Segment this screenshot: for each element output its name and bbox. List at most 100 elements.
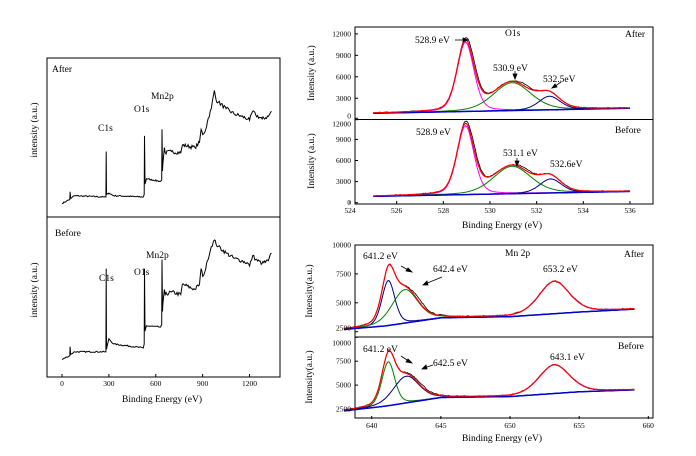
ytick-label: 10000 <box>332 338 351 347</box>
ytick-label: 12000 <box>332 119 351 128</box>
survey-after-mn2p: Mn2p <box>151 92 174 102</box>
survey-ylabel-before: intensity (a.u.) <box>29 262 40 317</box>
survey-spectrum-before <box>61 239 272 361</box>
arrowhead-icon <box>462 37 470 43</box>
ytick-label: 9000 <box>336 51 351 60</box>
ytick-label: 3000 <box>336 177 351 186</box>
xtick-label: 640 <box>366 421 378 430</box>
raw-spectrum-before <box>343 349 635 411</box>
fit-component-1 <box>343 361 635 411</box>
fit-component-1 <box>343 280 635 330</box>
arrowhead-icon <box>421 364 428 370</box>
o1s-before-peak1-label: 528.9 eV <box>416 128 451 138</box>
xtick-label: 660 <box>643 421 655 430</box>
o1s-ylabel-after: Intensity (a.u.) <box>306 45 317 101</box>
survey-chart: After C1s O1s Mn2p Before C1s O1s Mn2p 0… <box>29 57 281 405</box>
o1s-after-peak3-label: 532.5eV <box>543 75 576 85</box>
mn2p-after-label: After <box>624 249 645 260</box>
o1s-after-peak2-label: 530.9 eV <box>493 64 528 74</box>
ytick-label: 5000 <box>336 298 351 307</box>
o1s-xlabel: Binding Energy (eV) <box>462 220 542 231</box>
fit-envelope <box>343 264 635 329</box>
ytick-label: 7500 <box>336 269 351 278</box>
fit-envelope <box>343 350 635 411</box>
xtick-label: 650 <box>504 421 516 430</box>
survey-after-o1s: O1s <box>134 105 150 115</box>
xtick-label: 530 <box>484 206 496 215</box>
survey-after-c1s: C1s <box>98 124 113 134</box>
o1s-after-peak1-label: 528.9 eV <box>415 36 450 46</box>
mn2p-chart: 2500 5000 7500 10000 2500 5000 7500 10000 640 645… <box>304 241 654 445</box>
o1s-before-peak2-label: 531.1 eV <box>503 149 538 159</box>
ytick-label: 12000 <box>332 29 351 38</box>
survey-xtick-label: 1200 <box>242 379 257 388</box>
survey-before-label: Before <box>55 228 81 239</box>
mn2p-before-peak1-label: 641.2 eV <box>363 345 398 355</box>
mn2p-after-peak1-label: 641.2 eV <box>363 252 398 262</box>
o1s-after-label: After <box>625 29 646 40</box>
survey-xtick-label: 900 <box>197 379 209 388</box>
mn2p-before-label: Before <box>618 341 644 352</box>
mn2p-ylabel-before: Intensity(a.u.) <box>304 350 315 403</box>
background-line <box>373 107 630 115</box>
ytick-label: 5000 <box>336 381 351 390</box>
survey-xlabel: Binding Energy (eV) <box>122 394 202 405</box>
ytick-label: 0 <box>347 112 351 121</box>
fit-component-1 <box>373 41 630 114</box>
survey-xtick-label: 0 <box>60 379 64 388</box>
ytick-label: 10000 <box>332 241 351 250</box>
mn2p-frame <box>354 244 654 419</box>
o1s-frame <box>354 26 654 205</box>
background-line <box>343 308 635 331</box>
arrowhead-icon <box>422 280 429 286</box>
o1s-before-peak3-label: 532.6eV <box>550 160 583 170</box>
fit-component-1 <box>373 125 630 197</box>
fit-envelope <box>373 38 630 114</box>
ytick-label: 0 <box>347 198 351 207</box>
xtick-label: 655 <box>574 421 586 430</box>
ytick-label: 6000 <box>336 72 351 81</box>
raw-spectrum-after <box>343 263 635 330</box>
xtick-label: 524 <box>344 206 356 215</box>
mn2p-before-peak3-label: 643.1 eV <box>550 353 585 363</box>
survey-spectrum-after <box>61 90 272 205</box>
mn2p-arrows <box>400 265 443 370</box>
xtick-label: 526 <box>391 206 403 215</box>
xtick-label: 645 <box>435 421 447 430</box>
mn2p-after-peak3-label: 653.2 eV <box>543 265 578 275</box>
raw-spectrum-after <box>373 37 631 114</box>
ytick-label: 3000 <box>336 94 351 103</box>
survey-ylabel-after: intensity (a.u.) <box>29 102 40 157</box>
xtick-label: 528 <box>438 206 450 215</box>
ytick-label: 2500 <box>336 405 351 414</box>
arrowhead-icon <box>405 267 414 273</box>
survey-before-c1s: C1s <box>99 274 114 284</box>
arrowhead-icon <box>551 83 558 89</box>
arrowhead-icon <box>514 160 520 168</box>
xtick-label: 534 <box>578 206 590 215</box>
survey-before-o1s: O1s <box>134 268 150 278</box>
o1s-ylabel-before: Intensity (a.u.) <box>306 133 317 189</box>
survey-xtick-label: 300 <box>103 379 115 388</box>
background-line <box>373 190 631 198</box>
survey-xtick-label: 600 <box>150 379 162 388</box>
o1s-arrows <box>455 37 562 168</box>
ytick-label: 6000 <box>336 156 351 165</box>
fit-component-2 <box>343 289 635 330</box>
arrowhead-icon <box>405 358 414 364</box>
raw-spectrum-before <box>373 120 631 197</box>
xtick-label: 532 <box>531 206 543 215</box>
xtick-label: 536 <box>624 206 636 215</box>
background-line <box>343 389 635 412</box>
survey-before-mn2p: Mn2p <box>146 251 169 261</box>
ytick-label: 2500 <box>336 324 351 333</box>
mn2p-xlabel: Binding Energy (eV) <box>462 433 542 444</box>
mn2p-after-peak2-label: 642.4 eV <box>433 265 468 275</box>
o1s-title: O1s <box>505 29 521 39</box>
o1s-before-label: Before <box>615 125 641 136</box>
mn2p-title: Mn 2p <box>505 249 530 259</box>
mn2p-before-peak2-label: 642.5 eV <box>433 359 468 369</box>
fit-component-3 <box>343 280 635 330</box>
